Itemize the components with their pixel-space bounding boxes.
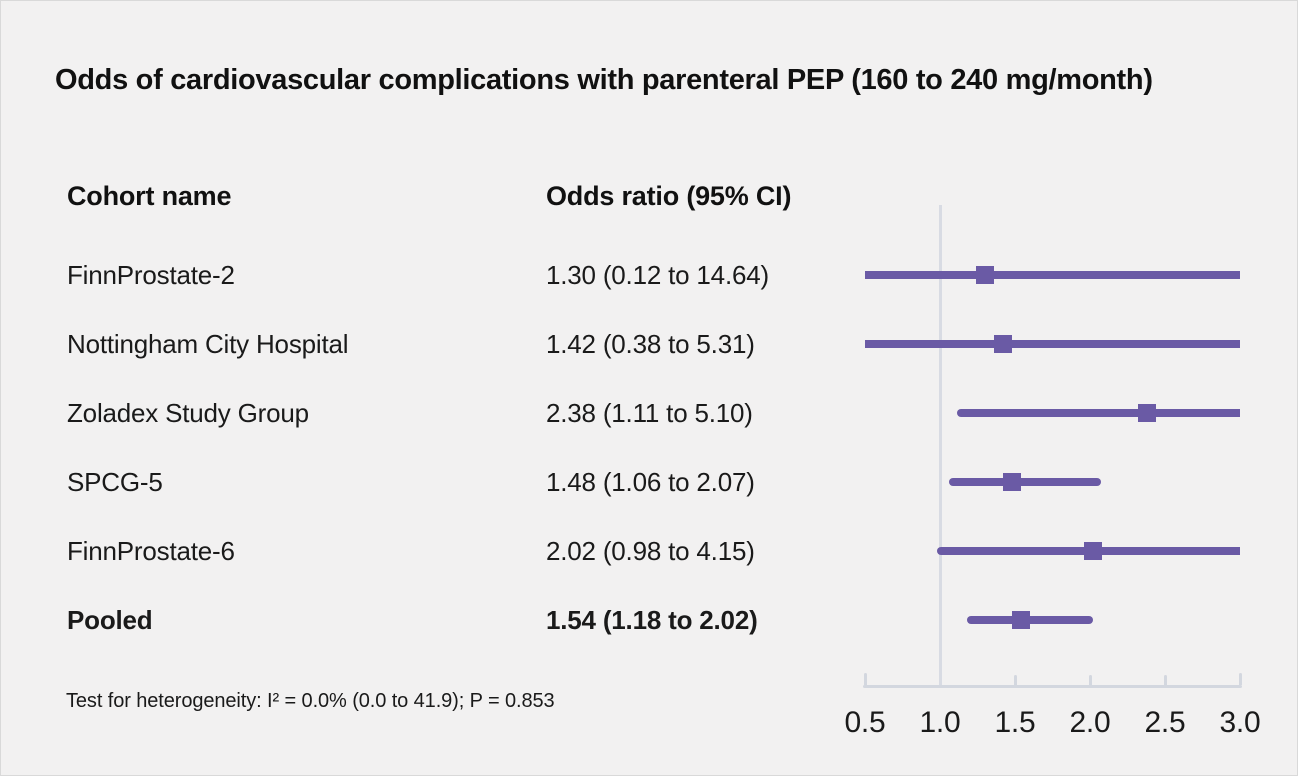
x-axis-tick-label: 0.5 xyxy=(844,706,886,739)
x-axis-tick-label: 2.0 xyxy=(1069,706,1111,739)
x-axis-line xyxy=(863,685,1242,688)
odds-ratio-value: 2.02 (0.98 to 4.15) xyxy=(546,536,755,566)
x-axis-tick xyxy=(863,673,867,685)
pooled-or-marker xyxy=(1012,611,1030,629)
x-axis-tick xyxy=(1088,675,1092,685)
cohort-name: FinnProstate-6 xyxy=(67,536,235,566)
or-marker xyxy=(1084,542,1102,560)
cohort-name-pooled: Pooled xyxy=(67,605,153,635)
x-axis-tick-label: 2.5 xyxy=(1144,706,1186,739)
ci-line xyxy=(865,340,1240,348)
x-axis-tick-label: 1.0 xyxy=(919,706,961,739)
x-axis-tick xyxy=(1013,675,1017,685)
ci-line xyxy=(956,409,1240,417)
cohort-name: SPCG-5 xyxy=(67,467,163,497)
x-axis-tick xyxy=(1163,675,1167,685)
x-axis-tick xyxy=(1238,673,1242,685)
odds-ratio-column-header: Odds ratio (95% CI) xyxy=(546,181,792,211)
ci-line xyxy=(967,616,1093,624)
reference-line xyxy=(938,205,942,688)
cohort-column-header: Cohort name xyxy=(67,181,232,211)
figure-title: Odds of cardiovascular complications wit… xyxy=(55,64,1153,96)
cohort-name: Nottingham City Hospital xyxy=(67,329,349,359)
x-axis-tick-label: 1.5 xyxy=(994,706,1036,739)
ci-line xyxy=(949,478,1101,486)
or-marker xyxy=(994,335,1012,353)
cohort-name: Zoladex Study Group xyxy=(67,398,309,428)
ci-line xyxy=(865,271,1240,279)
odds-ratio-value: 2.38 (1.11 to 5.10) xyxy=(546,398,753,428)
heterogeneity-note: Test for heterogeneity: I² = 0.0% (0.0 t… xyxy=(66,690,555,712)
cohort-name: FinnProstate-2 xyxy=(67,260,235,290)
odds-ratio-value: 1.48 (1.06 to 2.07) xyxy=(546,467,755,497)
odds-ratio-value: 1.30 (0.12 to 14.64) xyxy=(546,260,769,290)
or-marker xyxy=(1003,473,1021,491)
odds-ratio-value: 1.42 (0.38 to 5.31) xyxy=(546,329,755,359)
x-axis-tick-label: 3.0 xyxy=(1219,706,1261,739)
odds-ratio-value-pooled: 1.54 (1.18 to 2.02) xyxy=(546,605,758,635)
or-marker xyxy=(1138,404,1156,422)
or-marker xyxy=(976,266,994,284)
